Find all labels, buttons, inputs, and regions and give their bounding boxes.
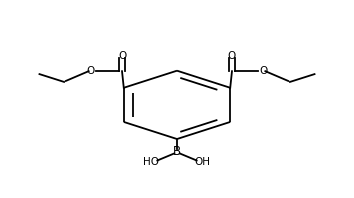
Text: B: B [173, 145, 181, 158]
Text: OH: OH [195, 157, 211, 168]
Text: HO: HO [143, 157, 159, 168]
Text: O: O [118, 50, 126, 61]
Text: O: O [86, 66, 95, 76]
Text: O: O [228, 50, 236, 61]
Text: O: O [259, 66, 268, 76]
